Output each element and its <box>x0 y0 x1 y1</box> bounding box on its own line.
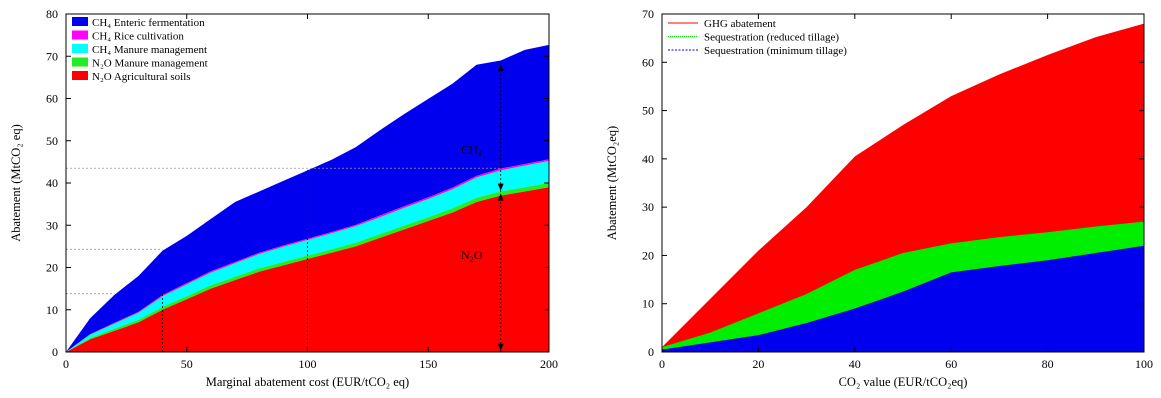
left-chart-arrows <box>497 63 504 351</box>
left-chart-reference-lines <box>66 64 502 352</box>
right-chart-x-axis-label: CO₂ value (EUR/tCO₂eq) <box>839 375 968 389</box>
left-chart-x-axis-label: Marginal abatement cost (EUR/tCO₂ eq) <box>206 375 409 389</box>
y-tick-label: 60 <box>642 55 654 69</box>
y-tick-label: 30 <box>642 200 654 214</box>
y-tick-label: 0 <box>52 345 58 359</box>
legend-label-ch4-enteric-fermentation: CH₄ Enteric fermentation <box>92 17 205 29</box>
legend-label-ghg-abatement: GHG abatement <box>704 18 776 30</box>
right-chart: 0 20 40 60 80 100 0 10 20 30 40 50 60 70 GHG abatemen… <box>605 7 1153 389</box>
right-chart-areas <box>662 23 1144 353</box>
y-tick-label: 30 <box>46 218 58 232</box>
area-n2o-agricultural-soils <box>66 187 549 352</box>
x-tick-label: 80 <box>1042 357 1054 371</box>
left-chart: 0 50 100 150 200 0 10 20 30 40 50 60 70 80 CH₄ Enteri… <box>9 7 558 389</box>
legend-label-sequestration-minimum-tillage: Sequestration (minimum tillage) <box>704 45 847 57</box>
x-tick-label: 50 <box>181 357 193 371</box>
y-tick-label: 70 <box>642 7 654 21</box>
x-tick-label: 200 <box>540 357 558 371</box>
arrow-head <box>497 343 504 351</box>
legend-label-n2o-agricultural-soils: N₂O Agricultural soils <box>92 71 191 83</box>
x-tick-label: 100 <box>1135 357 1153 371</box>
x-tick-label: 150 <box>419 357 437 371</box>
area-ch4-manure-management <box>66 161 549 352</box>
left-chart-y-axis-label: Abatement (MtCO₂ eq) <box>9 124 23 242</box>
y-tick-label: 20 <box>642 248 654 262</box>
y-tick-label: 0 <box>648 345 654 359</box>
y-tick-label: 50 <box>642 104 654 118</box>
y-tick-label: 40 <box>642 152 654 166</box>
y-tick-label: 10 <box>642 297 654 311</box>
x-tick-label: 60 <box>945 357 957 371</box>
right-chart-ticks: 0 20 40 60 80 100 0 10 20 30 40 50 60 70 <box>642 7 1153 371</box>
x-tick-label: 40 <box>849 357 861 371</box>
right-chart-y-axis-label: Abatement (MtCO₂eq) <box>605 126 619 240</box>
x-tick-label: 0 <box>659 357 665 371</box>
x-tick-label: 0 <box>63 357 69 371</box>
legend-label-ch4-rice-cultivation: CH₄ Rice cultivation <box>92 31 184 43</box>
legend-swatch <box>72 30 88 40</box>
y-tick-label: 80 <box>46 7 58 21</box>
x-tick-label: 20 <box>752 357 764 371</box>
legend-swatch <box>72 71 88 80</box>
legend-label-n2o-manure-management: N₂O Manure management <box>92 58 208 70</box>
legend-swatch <box>72 17 88 26</box>
left-chart-legend: CH₄ Enteric fermentation CH₄ Rice cultiva… <box>72 17 208 83</box>
legend-label-ch4-manure-management: CH₄ Manure management <box>92 44 207 56</box>
arrow-head <box>497 63 504 71</box>
y-tick-label: 70 <box>46 49 58 63</box>
y-tick-label: 10 <box>46 303 58 317</box>
left-chart-annotation-n2o: N₂O <box>461 248 483 262</box>
arrow-head <box>497 183 504 191</box>
y-tick-label: 50 <box>46 134 58 148</box>
arrow-head <box>497 193 504 201</box>
y-tick-label: 40 <box>46 176 58 190</box>
right-chart-legend: GHG abatement Sequestration (reduced till… <box>668 18 847 57</box>
legend-swatch <box>72 44 88 53</box>
y-tick-label: 20 <box>46 261 58 275</box>
legend-label-sequestration-reduced-tillage: Sequestration (reduced tillage) <box>704 32 839 44</box>
left-chart-annotation-ch4: CH₄ <box>461 142 482 156</box>
y-tick-label: 60 <box>46 92 58 106</box>
area-sequestration-minimum-tillage <box>662 245 1144 352</box>
left-chart-ticks: 0 50 100 150 200 0 10 20 30 40 50 60 70 80 <box>46 7 558 371</box>
right-chart-plot-frame <box>661 13 1145 353</box>
x-tick-label: 100 <box>299 357 317 371</box>
legend-swatch <box>72 57 88 67</box>
